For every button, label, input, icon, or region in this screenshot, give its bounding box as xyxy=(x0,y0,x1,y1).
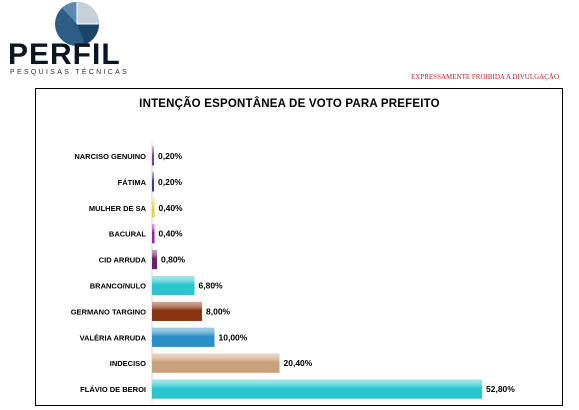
category-label-valeria-arruda: VALÉRIA ARRUDA xyxy=(80,333,147,342)
category-label-cid-arruda: CID ARRUDA xyxy=(99,256,147,265)
value-label-cid-arruda: 0,80% xyxy=(161,255,186,265)
category-label-germano-targino: GERMANO TARGINO xyxy=(71,307,146,316)
brand-name: PERFIL xyxy=(8,38,121,71)
category-label-bacural: BACURAL xyxy=(109,230,146,239)
bar-gloss-valeria-arruda xyxy=(152,327,215,347)
bar-gloss-narciso-genuino xyxy=(152,146,154,166)
confidential-notice: EXPRESSAMENTE PROIBIDA A DIVULGAÇÃO xyxy=(411,73,559,81)
value-label-valeria-arruda: 10,00% xyxy=(219,332,248,342)
bar-gloss-bacural xyxy=(152,224,155,244)
category-label-branco-nulo: BRANCO/NULO xyxy=(90,282,146,291)
value-label-indeciso: 20,40% xyxy=(284,358,313,368)
category-label-mulher-de-sa: MULHER DE SA xyxy=(89,204,147,213)
value-label-flavio-de-beroi: 52,80% xyxy=(486,384,515,394)
value-label-narciso-genuino: 0,20% xyxy=(158,151,183,161)
bar-gloss-branco-nulo xyxy=(152,276,195,295)
bar-gloss-fatima xyxy=(152,172,154,192)
value-label-germano-targino: 8,00% xyxy=(206,306,231,316)
bar-gloss-indeciso xyxy=(152,353,280,373)
brand-tagline: PESQUISAS TÉCNICAS xyxy=(10,69,130,76)
category-label-flavio-de-beroi: FLÁVIO DE BEROI xyxy=(80,385,146,394)
brand-logo: PERFIL PESQUISAS TÉCNICAS xyxy=(8,0,148,80)
value-label-bacural: 0,40% xyxy=(159,229,184,239)
value-label-mulher-de-sa: 0,40% xyxy=(159,203,184,213)
bar-gloss-germano-targino xyxy=(152,301,202,321)
category-label-indeciso: INDECISO xyxy=(110,359,146,368)
category-label-fatima: FÁTIMA xyxy=(118,178,147,187)
pie-chart-logo-icon xyxy=(55,2,99,46)
bar-gloss-flavio-de-beroi xyxy=(152,379,482,399)
bar-gloss-cid-arruda xyxy=(152,250,157,270)
value-label-fatima: 0,20% xyxy=(158,177,183,187)
bar-gloss-mulher-de-sa xyxy=(152,198,155,218)
chart-title: INTENÇÃO ESPONTÂNEA DE VOTO PARA PREFEIT… xyxy=(139,98,440,110)
chart-frame xyxy=(35,88,563,406)
category-label-narciso-genuino: NARCISO GENUINO xyxy=(74,152,146,161)
value-label-branco-nulo: 6,80% xyxy=(199,281,224,291)
